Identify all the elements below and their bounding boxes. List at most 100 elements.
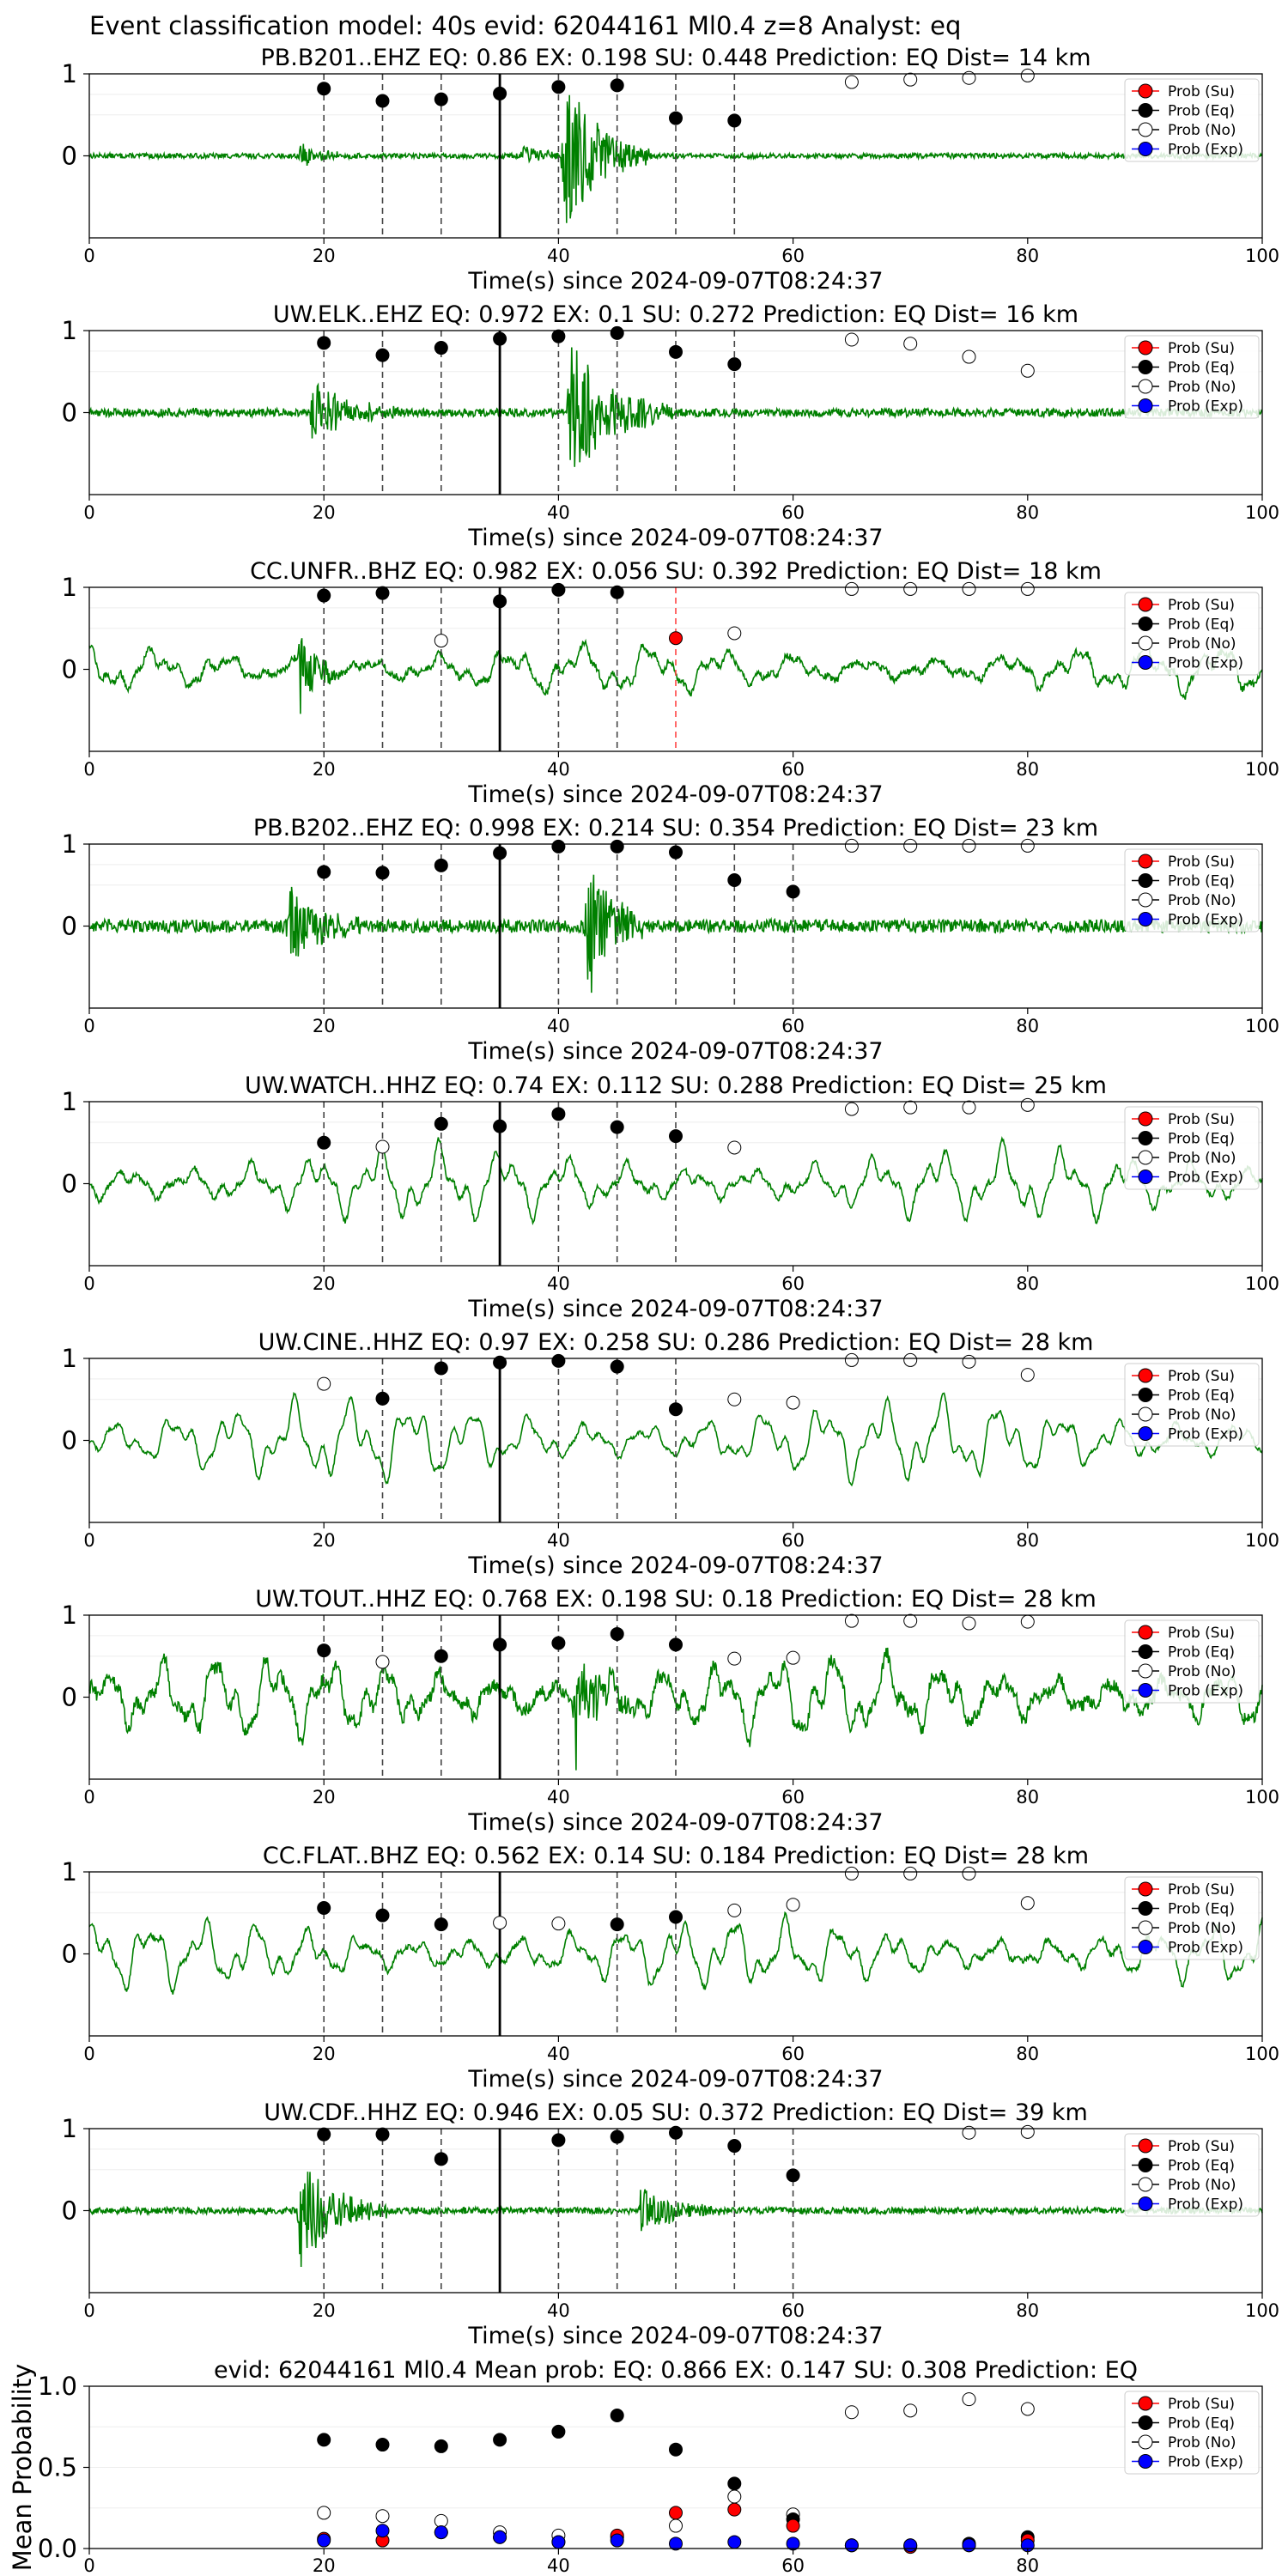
legend-marker-no xyxy=(1138,1150,1153,1165)
x-tick-label: 0 xyxy=(83,502,94,523)
waveform-trace xyxy=(88,874,1263,993)
legend: Prob (Su)Prob (Eq)Prob (No)Prob (Exp) xyxy=(1124,78,1260,162)
legend-label-exp: Prob (Exp) xyxy=(1168,2454,1243,2471)
legend-box xyxy=(1124,848,1260,933)
prob-point-eq xyxy=(493,594,507,609)
x-tick-label: 60 xyxy=(781,2555,805,2576)
legend-label-eq: Prob (Eq) xyxy=(1168,360,1235,377)
prob-point-eq xyxy=(669,1910,683,1924)
legend-label-su: Prob (Su) xyxy=(1168,340,1235,357)
prob-point-no xyxy=(1020,581,1035,596)
prob-point-eq xyxy=(317,1135,331,1150)
legend-box xyxy=(1124,2133,1260,2217)
prob-point-eq xyxy=(610,585,624,599)
prob-point-eq xyxy=(434,858,448,872)
x-tick-label: 40 xyxy=(547,502,570,523)
prob-point-no xyxy=(844,838,859,853)
legend-marker-no xyxy=(1138,1663,1153,1679)
prob-point-eq xyxy=(786,884,800,899)
prob-point-no xyxy=(903,1613,918,1628)
mean-point-eq xyxy=(610,2409,624,2423)
mean-point-exp xyxy=(669,2537,683,2551)
legend-marker-exp xyxy=(1138,1940,1153,1954)
legend-marker-eq xyxy=(1138,1644,1153,1659)
legend-marker-eq xyxy=(1138,617,1153,631)
y-tick-label: 0.5 xyxy=(38,2453,77,2482)
prob-point-eq xyxy=(375,1908,390,1923)
x-tick-label: 80 xyxy=(1016,759,1039,780)
prob-point-eq xyxy=(551,582,566,597)
x-tick-label: 0 xyxy=(83,759,94,780)
y-tick-label: 1 xyxy=(62,1601,77,1630)
x-axis-label: Time(s) since 2024-09-07T08:24:37 xyxy=(467,268,883,295)
legend-label-no: Prob (No) xyxy=(1168,1406,1236,1424)
x-tick-label: 100 xyxy=(1245,1787,1279,1807)
x-tick-label: 40 xyxy=(547,2555,570,2576)
prob-point-eq xyxy=(493,846,507,860)
mean-point-su xyxy=(727,2502,742,2517)
legend-label-eq: Prob (Eq) xyxy=(1168,1644,1235,1662)
legend-marker-no xyxy=(1138,379,1153,394)
legend-label-exp: Prob (Exp) xyxy=(1168,655,1243,672)
x-tick-label: 60 xyxy=(781,1016,805,1036)
mean-point-exp xyxy=(493,2530,507,2544)
mean-point-eq xyxy=(317,2433,331,2447)
x-tick-label: 100 xyxy=(1245,2044,1279,2064)
legend-marker-eq xyxy=(1138,2415,1153,2430)
legend-marker-exp xyxy=(1138,2454,1153,2469)
x-tick-label: 20 xyxy=(313,1530,336,1551)
x-axis-label: Time(s) since 2024-09-07T08:24:37 xyxy=(467,781,883,808)
mean-point-eq xyxy=(375,2438,390,2452)
legend-marker-su xyxy=(1138,854,1153,869)
prob-point-eq xyxy=(375,94,390,108)
legend: Prob (Su)Prob (Eq)Prob (No)Prob (Exp) xyxy=(1124,2391,1260,2475)
y-tick-label: 1.0 xyxy=(38,2372,77,2401)
x-tick-label: 100 xyxy=(1245,1273,1279,1294)
legend: Prob (Su)Prob (Eq)Prob (No)Prob (Exp) xyxy=(1124,848,1260,933)
prob-point-eq xyxy=(375,2127,390,2142)
legend-box xyxy=(1124,2391,1260,2475)
mean-point-no xyxy=(962,2392,976,2407)
prob-point-eq xyxy=(375,866,390,880)
legend-marker-no xyxy=(1138,1406,1153,1422)
legend-label-eq: Prob (Eq) xyxy=(1168,103,1235,120)
prob-point-no xyxy=(727,1651,742,1666)
prob-point-no xyxy=(903,1866,918,1880)
y-tick-label: 1 xyxy=(62,59,77,88)
mean-panel-title: evid: 62044161 Ml0.4 Mean prob: EQ: 0.86… xyxy=(214,2357,1138,2384)
x-tick-label: 40 xyxy=(547,1530,570,1551)
x-tick-label: 0 xyxy=(83,2300,94,2321)
prob-point-no xyxy=(727,1140,742,1155)
mean-point-exp xyxy=(434,2525,448,2540)
prob-point-no xyxy=(844,1352,859,1367)
prob-point-eq xyxy=(317,1643,331,1658)
legend-marker-eq xyxy=(1138,1901,1153,1916)
prob-point-eq xyxy=(434,1116,448,1131)
prob-point-no xyxy=(493,1916,507,1930)
prob-point-eq xyxy=(375,586,390,600)
panel-title: UW.TOUT..HHZ EQ: 0.768 EX: 0.198 SU: 0.1… xyxy=(255,1586,1097,1613)
legend-marker-eq xyxy=(1138,1388,1153,1402)
x-tick-label: 40 xyxy=(547,759,570,780)
mean-point-su xyxy=(786,2518,800,2533)
prob-point-no xyxy=(844,1613,859,1628)
y-tick-label: 1 xyxy=(62,2114,77,2143)
x-tick-label: 60 xyxy=(781,1530,805,1551)
prob-point-eq xyxy=(493,1355,507,1370)
prob-point-eq xyxy=(610,839,624,854)
prob-point-no xyxy=(786,1650,800,1665)
prob-point-no xyxy=(844,332,859,347)
prob-point-no xyxy=(844,581,859,596)
x-axis-label: Time(s) since 2024-09-07T08:24:37 xyxy=(467,1038,883,1065)
prob-point-eq xyxy=(434,1649,448,1663)
prob-point-eq xyxy=(493,86,507,100)
x-tick-label: 40 xyxy=(547,2044,570,2064)
y-tick-label: 1 xyxy=(62,1087,77,1116)
panel-uw-tout--hhz: UW.TOUT..HHZ EQ: 0.768 EX: 0.198 SU: 0.1… xyxy=(62,1586,1280,1836)
x-tick-label: 80 xyxy=(1016,2300,1039,2321)
legend-box xyxy=(1124,1106,1260,1190)
panel-title: CC.UNFR..BHZ EQ: 0.982 EX: 0.056 SU: 0.3… xyxy=(250,558,1102,585)
x-tick-label: 0 xyxy=(83,246,94,266)
prob-point-eq xyxy=(551,2133,566,2148)
legend-label-exp: Prob (Exp) xyxy=(1168,1940,1243,1957)
